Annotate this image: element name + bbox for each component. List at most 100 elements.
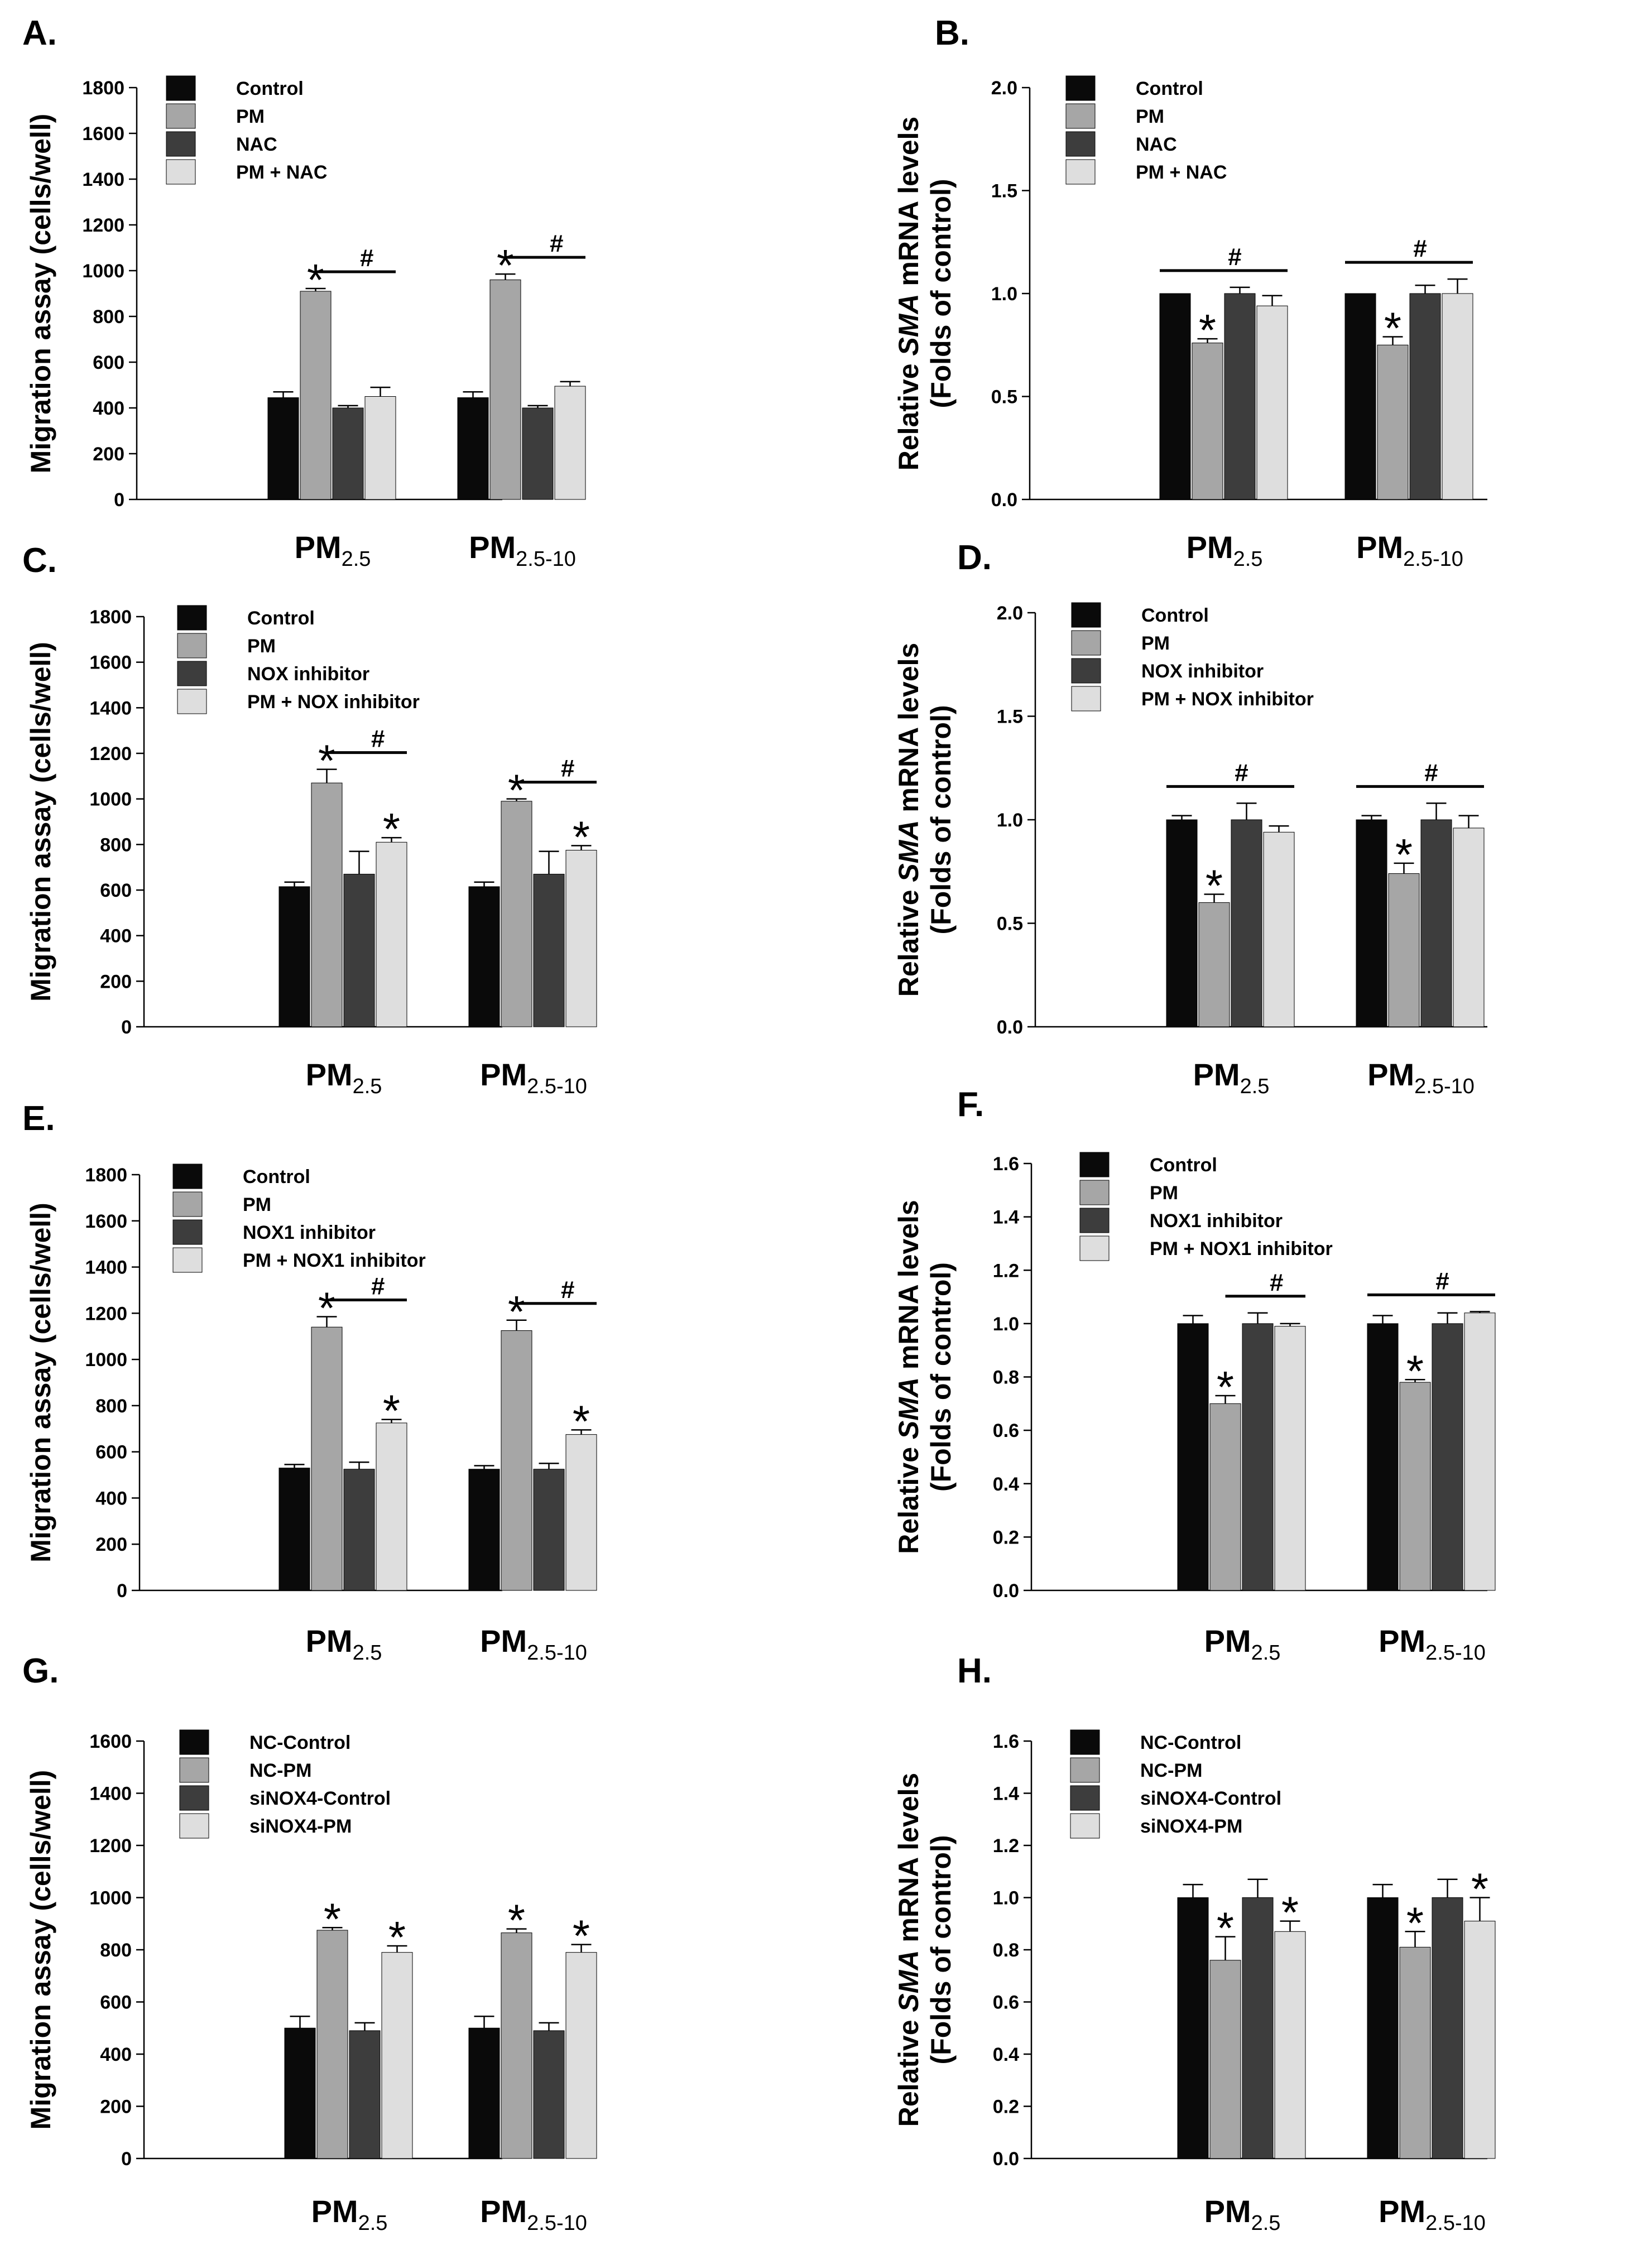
y-tick-label: 0.0 [997,1017,1023,1038]
legend-label: PM + NOX1 inhibitor [1150,1238,1333,1259]
y-axis-label: Migration assay (cells/well) [25,1770,56,2130]
bar [522,407,554,500]
y-tick-label: 1000 [82,261,124,282]
bar [1464,1921,1496,2159]
significance-star: * [1281,1888,1299,1938]
y-axis-label-line2: (Folds of control) [925,1262,957,1492]
comparison-hash: # [1228,243,1241,271]
y-tick-label: 800 [100,1940,132,1961]
significance-star: * [573,1396,590,1446]
y-axis-label: Migration assay (cells/well) [25,642,56,1002]
comparison-hash: # [1424,759,1438,786]
y-axis-label: Relative SMA mRNA levels [893,117,924,471]
bar [1242,1897,1274,2159]
panel-d: D. Relative SMA mRNA levels (Folds of cont… [893,539,1487,1098]
legend-swatch [166,103,196,129]
significance-star: * [318,1283,335,1333]
y-tick-label: 1.0 [997,810,1023,831]
legend-swatch [1071,602,1101,628]
legend-label: siNOX4-PM [1140,1816,1242,1837]
y-tick-label: 1.4 [993,1207,1019,1228]
legend-swatch [1071,658,1101,684]
bar [1209,1960,1241,2159]
legend-label: siNOX4-PM [249,1816,352,1837]
y-tick-label: 400 [100,2044,132,2065]
y-axis-label: Relative SMA mRNA levels [893,1200,924,1554]
legend-swatch [1070,1757,1100,1783]
x-category-label: PM2.5-10 [469,530,576,571]
bar [284,2027,316,2159]
y-tick-label: 1.6 [993,1153,1019,1175]
x-category-label: PM2.5 [295,530,371,571]
y-tick-label: 0 [114,489,124,511]
bar [1231,819,1262,1027]
y-tick-label: 0.4 [993,2044,1019,2065]
bar [1344,293,1376,500]
legend-swatch [1079,1235,1110,1261]
significance-star: * [497,241,514,290]
panel-e: E. Migration assay (cells/well) 0 200 400 600… [22,1099,597,1665]
legend-label: PM + NAC [1136,162,1227,183]
y-tick-label: 2.0 [997,603,1023,624]
legend-swatch [172,1219,203,1245]
y-tick-label: 0.0 [993,2148,1019,2170]
legend-swatch [166,131,196,157]
legend-swatch [177,661,207,686]
legend-swatch [1065,159,1096,185]
y-tick-label: 1.5 [997,706,1023,728]
significance-star: * [388,1912,406,1962]
comparison-hash: # [1270,1269,1283,1296]
significance-star: * [1395,830,1413,879]
legend-label: NOX1 inhibitor [243,1222,376,1243]
y-tick-label: 0.0 [993,1580,1019,1602]
bar [278,886,310,1027]
bar [278,1468,310,1591]
y-tick-label: 1400 [89,1783,132,1805]
legend-swatch [172,1164,203,1189]
legend-label: NOX inhibitor [247,664,369,685]
significance-star: * [318,736,335,786]
y-tick-label: 400 [93,398,124,419]
y-axis-label-line2: (Folds of control) [925,179,957,408]
significance-star: * [1217,1362,1234,1412]
legend-swatch [1070,1785,1100,1811]
legend-swatch [1070,1729,1100,1755]
legend-swatch [1079,1208,1110,1233]
y-tick-label: 1400 [85,1257,127,1278]
bar [533,873,565,1027]
x-category-label: PM2.5-10 [480,1057,587,1098]
panel-letter: F. [957,1085,984,1124]
legend-label: PM + NAC [236,162,327,183]
significance-star: * [307,255,324,305]
panel-letter: E. [22,1099,55,1138]
y-tick-label: 0.8 [993,1367,1019,1388]
significance-star: * [383,1386,400,1436]
legend-label: siNOX4-Control [1140,1788,1281,1809]
y-tick-label: 0.5 [991,387,1017,408]
legend-label: NC-Control [1140,1732,1241,1753]
legend-label: PM [236,106,265,127]
bar [1399,1382,1431,1591]
x-category-label: PM2.5 [306,1623,382,1665]
legend-label: PM [1141,633,1170,654]
legend-swatch [177,689,207,714]
legend-label: PM + NOX inhibitor [247,691,420,713]
bar [1432,1897,1463,2159]
panel-c: C. Migration assay (cells/well) 0 200 400 600… [22,541,597,1098]
legend-swatch [179,1757,209,1783]
bar [554,386,586,500]
legend-label: Control [236,78,304,99]
y-tick-label: 1800 [85,1165,127,1186]
bar [311,782,343,1027]
x-category-label: PM2.5 [1193,1057,1270,1098]
y-tick-label: 800 [100,834,132,855]
legend-swatch [1079,1152,1110,1177]
y-tick-label: 600 [95,1442,127,1463]
y-tick-label: 1200 [85,1303,127,1324]
panel-g: G. Migration assay (cells/well) 0 200 400 600… [22,1652,597,2235]
legend-label: NAC [1136,134,1177,155]
bar [1388,873,1420,1027]
comparison-hash: # [371,1273,385,1300]
bar [1274,1326,1306,1591]
y-axis-label: Migration assay (cells/well) [25,1203,56,1562]
